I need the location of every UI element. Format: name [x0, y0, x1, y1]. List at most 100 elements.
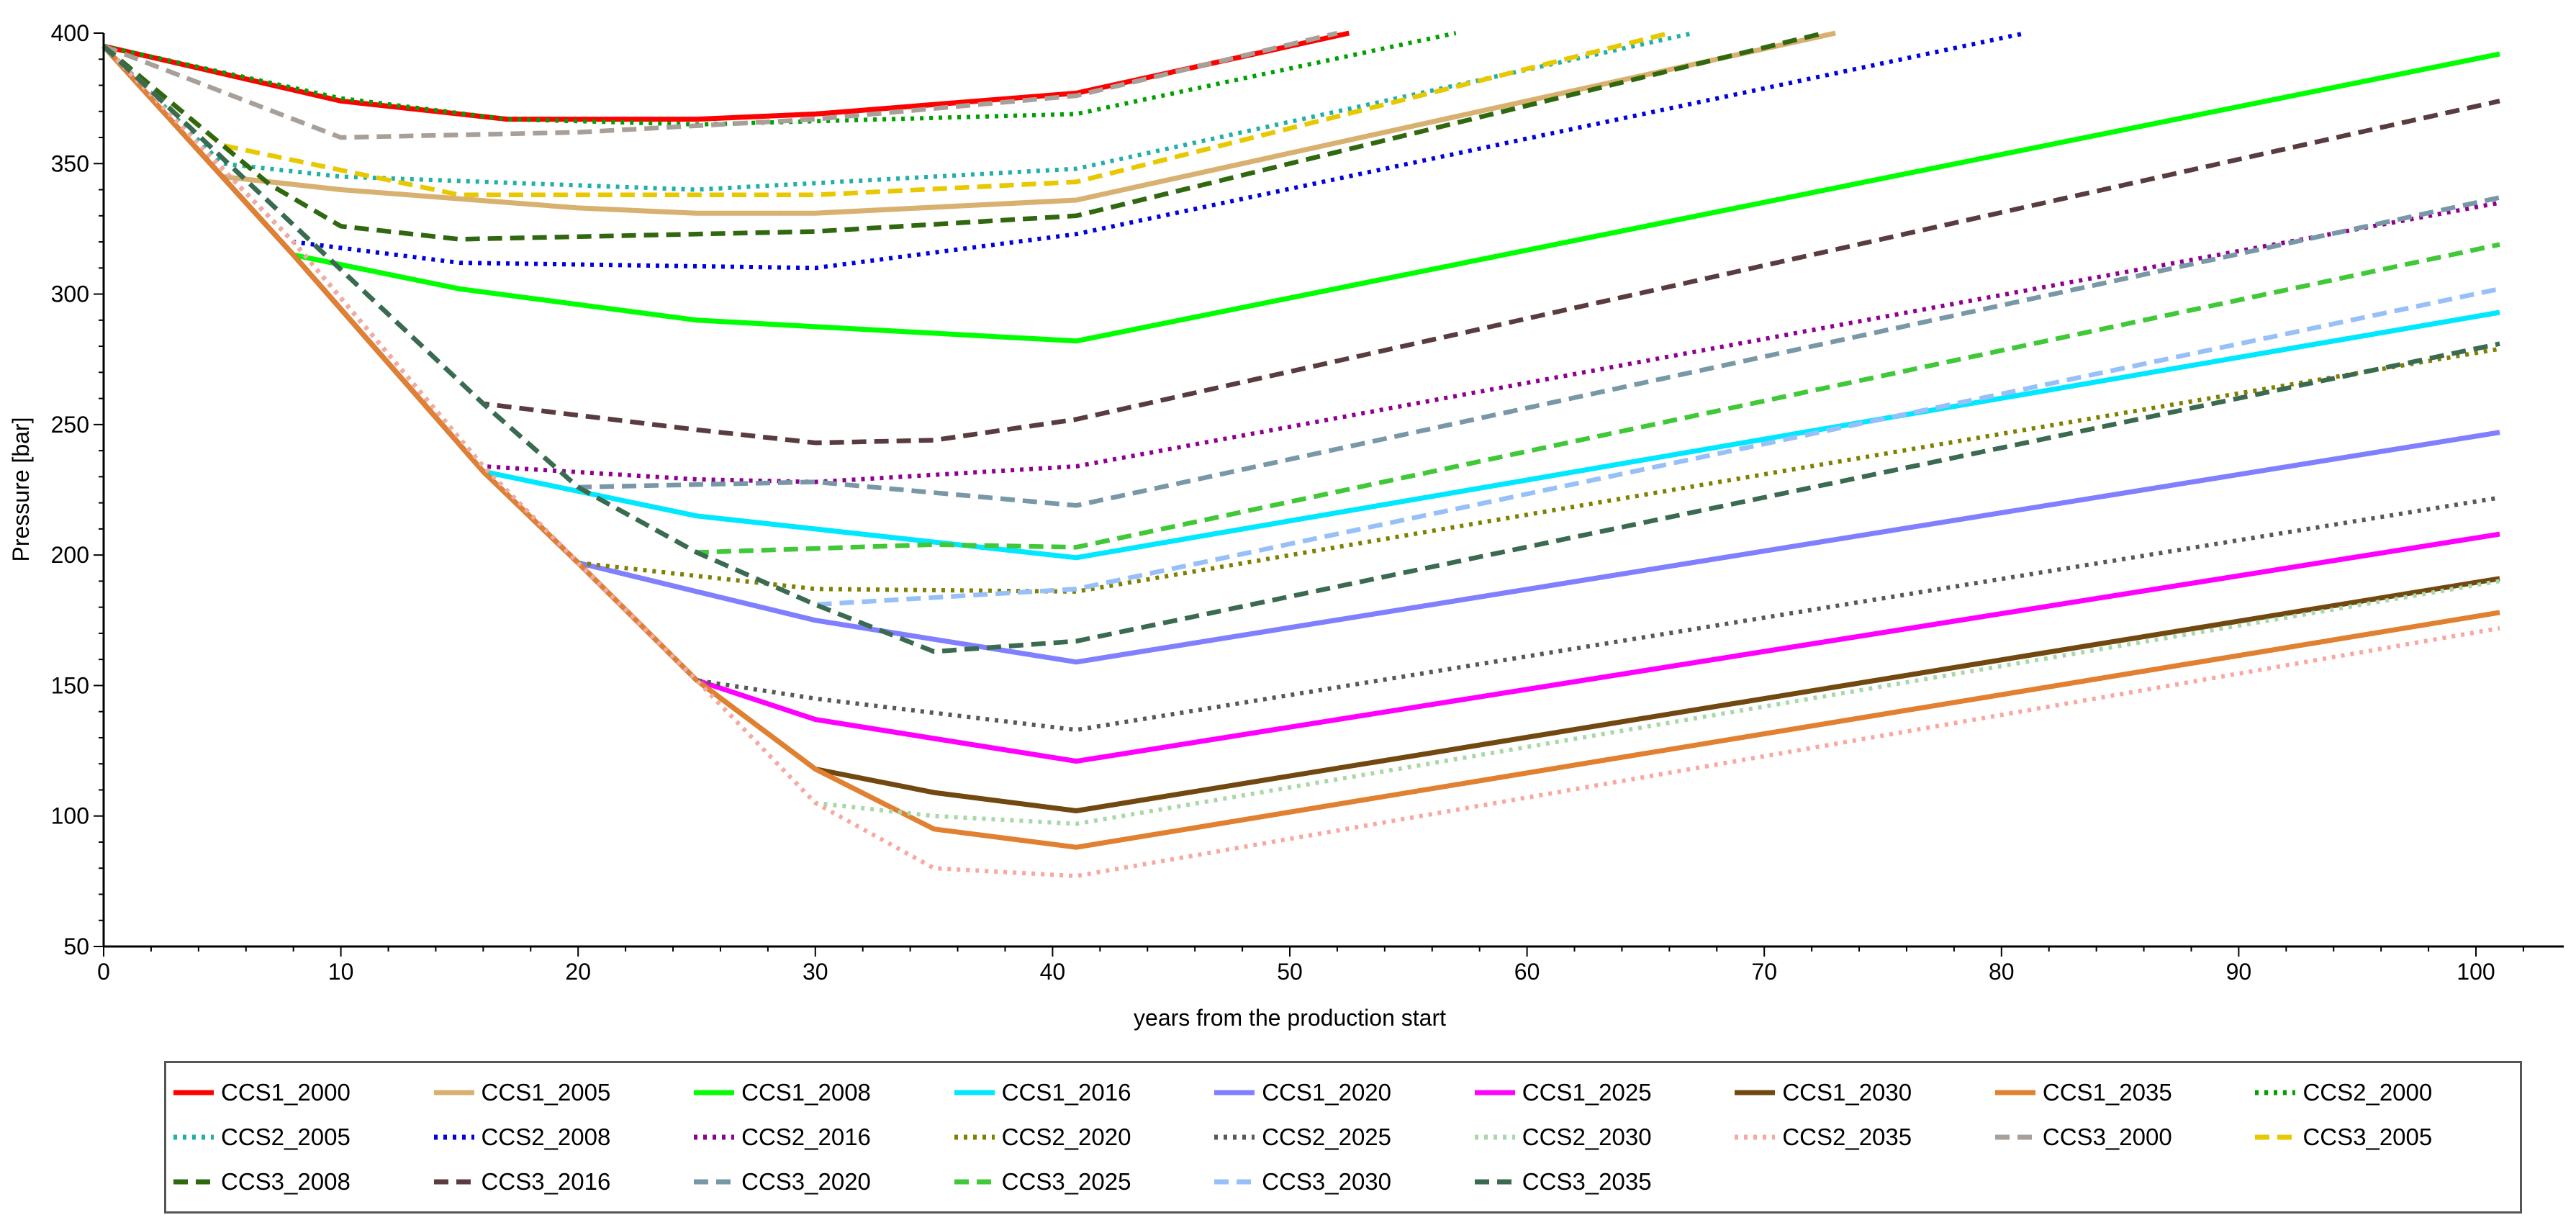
axes: 50 100 150 200 250 300 350 400 0 10 20 30 40 50 60 70 80… [51, 20, 2564, 985]
legend-item: CCS3_2035 [1473, 1160, 1734, 1204]
x-tick-label: 100 [2457, 959, 2495, 985]
legend-swatch-icon [2255, 1090, 2296, 1095]
series-layer [101, 30, 2500, 879]
legend-label: CCS1_2005 [481, 1079, 611, 1106]
x-tick-label: 60 [1514, 959, 1540, 985]
legend-label: CCS2_2016 [741, 1124, 871, 1150]
series-line-CCS1_2000 [103, 30, 1350, 122]
legend-item: CCS1_2008 [692, 1070, 953, 1115]
y-tick-label: 400 [51, 20, 89, 46]
x-tick-label: 80 [1989, 959, 2015, 985]
legend-swatch-icon [694, 1134, 735, 1140]
legend-label: CCS3_2020 [741, 1168, 871, 1195]
y-tick-label: 50 [63, 934, 89, 959]
y-tick-label: 300 [51, 281, 89, 307]
pressure-chart: 50 100 150 200 250 300 350 400 0 10 20 30 40 50 60 70 80… [8, 20, 2564, 1031]
legend-swatch-icon [694, 1179, 735, 1185]
legend-label: CCS2_2008 [481, 1124, 611, 1150]
legend-swatch-icon [1735, 1090, 1776, 1095]
x-tick-label: 90 [2226, 959, 2252, 985]
legend-swatch-icon [173, 1134, 214, 1140]
legend-label: CCS1_2008 [741, 1079, 871, 1106]
legend-swatch-icon [954, 1179, 995, 1185]
series-line-CCS3_2005 [101, 30, 1671, 198]
legend-swatch-icon [1214, 1090, 1255, 1095]
series-line-CCS2_2030 [101, 45, 2500, 826]
legend-label: CCS3_2025 [1001, 1168, 1131, 1195]
legend-label: CCS2_2005 [221, 1124, 351, 1150]
legend-item: CCS1_2030 [1733, 1070, 1994, 1115]
series-line-CCS1_2025 [101, 44, 2500, 764]
series-line-CCS3_2008 [101, 30, 1825, 242]
series-line-CCS3_2025 [101, 44, 2500, 555]
legend-label: CCS2_2020 [1001, 1124, 1131, 1150]
legend-label: CCS1_2025 [1522, 1079, 1652, 1106]
x-tick-label: 40 [1040, 959, 1066, 985]
legend-label: CCS2_2025 [1262, 1124, 1392, 1150]
x-axis-label: years from the production start [1134, 1005, 1446, 1031]
legend: CCS1_2000 CCS1_2005 CCS1_2008 CCS1_2016 CCS1… [164, 1061, 2522, 1214]
legend-item: CCS1_2016 [953, 1070, 1214, 1115]
series-line-CCS2_2008 [101, 31, 2026, 271]
legend-label: CCS2_2030 [1522, 1124, 1652, 1150]
legend-label: CCS1_2016 [1001, 1079, 1131, 1106]
legend-label: CCS1_2000 [221, 1079, 351, 1106]
legend-label: CCS3_2030 [1262, 1168, 1392, 1195]
legend-swatch-icon [433, 1090, 474, 1095]
legend-item: CCS2_2000 [2254, 1070, 2514, 1115]
series-line-CCS2_2000 [103, 31, 1457, 127]
series-line-CCS1_2020 [101, 44, 2500, 665]
legend-item: CCS3_2005 [2254, 1115, 2514, 1160]
legend-item: CCS2_2005 [172, 1115, 433, 1160]
y-tick-label: 250 [51, 412, 89, 438]
legend-swatch-icon [173, 1090, 214, 1095]
legend-item: CCS3_2000 [1994, 1115, 2254, 1160]
legend-item: CCS2_2035 [1733, 1115, 1994, 1160]
legend-swatch-icon [1474, 1179, 1515, 1185]
x-tick-label: 0 [97, 959, 110, 985]
legend-item: CCS2_2025 [1213, 1115, 1473, 1160]
legend-label: CCS3_2008 [221, 1168, 351, 1195]
series-line-CCS1_2005 [101, 30, 1836, 216]
y-axis-label: Pressure [bar] [8, 417, 34, 562]
legend-label: CCS3_2016 [481, 1168, 611, 1195]
legend-swatch-icon [1214, 1179, 1255, 1185]
legend-item: CCS3_2020 [692, 1160, 953, 1204]
x-tick-label: 50 [1277, 959, 1303, 985]
series-line-CCS3_2000 [102, 30, 1338, 140]
legend-swatch-icon [1994, 1090, 2035, 1095]
legend-swatch-icon [694, 1090, 735, 1095]
legend-item: CCS3_2025 [953, 1160, 1214, 1204]
legend-swatch-icon [433, 1134, 474, 1140]
legend-item: CCS3_2030 [1213, 1160, 1473, 1204]
legend-swatch-icon [1474, 1090, 1515, 1095]
legend-swatch-icon [1994, 1134, 2035, 1140]
legend-swatch-icon [173, 1179, 214, 1185]
legend-label: CCS2_2000 [2302, 1079, 2433, 1106]
series-line-CCS2_2035 [101, 45, 2500, 879]
legend-swatch-icon [433, 1179, 474, 1185]
legend-label: CCS3_2005 [2302, 1124, 2433, 1150]
legend-swatch-icon [1474, 1134, 1515, 1140]
legend-item: CCS3_2016 [433, 1160, 693, 1204]
legend-item: CCS1_2020 [1213, 1070, 1473, 1115]
legend-swatch-icon [954, 1090, 995, 1095]
legend-item: CCS2_2008 [433, 1115, 693, 1160]
x-tick-label: 20 [565, 959, 591, 985]
legend-item: CCS2_2020 [953, 1115, 1214, 1160]
legend-label: CCS2_2035 [1782, 1124, 1912, 1150]
legend-item: CCS2_2030 [1473, 1115, 1734, 1160]
legend-swatch-icon [954, 1134, 995, 1140]
series-line-CCS1_2008 [101, 44, 2500, 344]
legend-swatch-icon [2255, 1134, 2296, 1140]
legend-item: CCS2_2016 [692, 1115, 953, 1160]
y-tick-label: 100 [51, 803, 89, 829]
legend-item: CCS1_2035 [1994, 1070, 2254, 1115]
legend-label: CCS3_2035 [1522, 1168, 1652, 1195]
legend-item: CCS1_2025 [1473, 1070, 1734, 1115]
legend-swatch-icon [1735, 1134, 1776, 1140]
legend-swatch-icon [1214, 1134, 1255, 1140]
x-tick-label: 70 [1751, 959, 1777, 985]
legend-label: CCS1_2030 [1782, 1079, 1912, 1106]
series-line-CCS1_2030 [101, 44, 2500, 813]
